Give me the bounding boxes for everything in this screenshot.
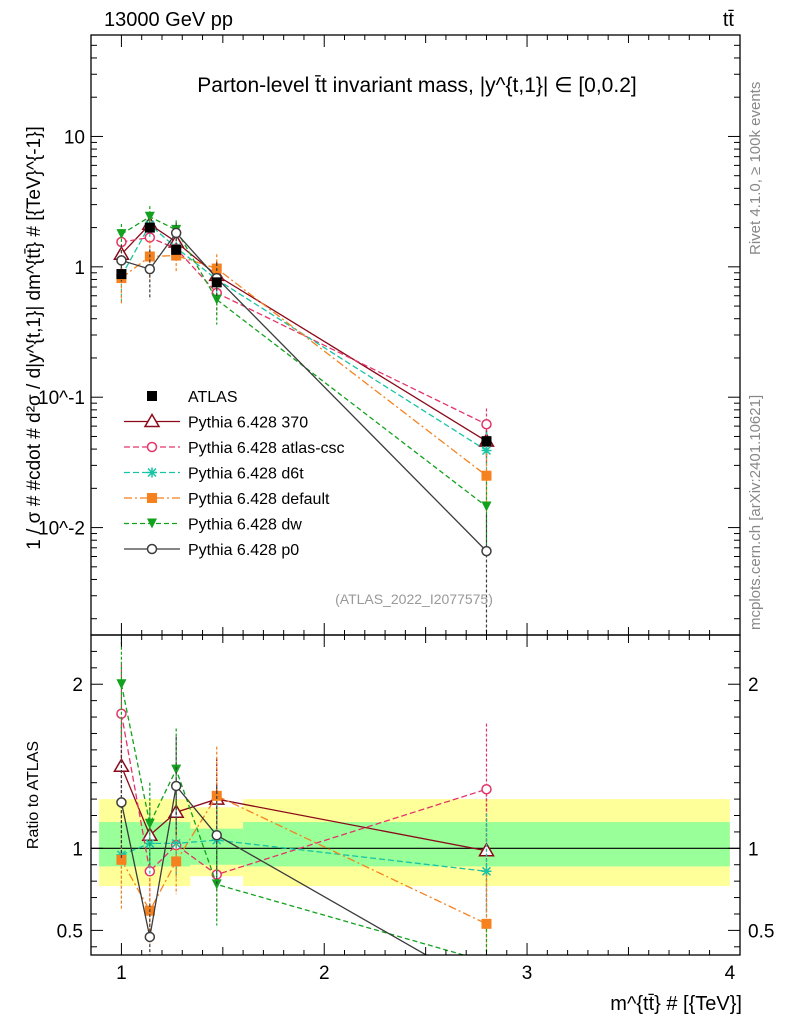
- atlas-data-point: [211, 277, 222, 288]
- ratio-y-tick-label-right: 1: [748, 839, 759, 860]
- mcplots-site-label: mcplots.cern.ch [arXiv:2401.10621]: [747, 395, 764, 630]
- data-point: [170, 227, 182, 239]
- data-point: [171, 250, 182, 261]
- legend-entry: Pythia 6.428 default: [124, 491, 330, 508]
- legend-label: Pythia 6.428 p0: [188, 542, 299, 559]
- x-tick-label: 3: [522, 963, 533, 984]
- ratio-data-point: [211, 879, 222, 890]
- legend-entry: Pythia 6.428 p0: [124, 542, 299, 559]
- y-tick-label: 10^-2: [38, 519, 85, 540]
- ratio-data-point: [481, 866, 492, 877]
- ratio-data-point: [481, 957, 491, 967]
- x-tick-label: 2: [319, 963, 330, 984]
- data-point: [144, 263, 156, 275]
- data-point: [211, 294, 222, 305]
- ratio-data-point: [171, 838, 182, 849]
- y-tick-label: 10^-1: [38, 388, 85, 409]
- x-axis-label: m^{tt̄} # [{TeV}]: [610, 993, 742, 1015]
- ratio-y-tick-label-right: 2: [748, 675, 759, 696]
- ratio-frame: [90, 634, 741, 956]
- legend-label: Pythia 6.428 dw: [188, 517, 302, 534]
- ratio-data-point: [211, 790, 222, 801]
- main-panel: 10^-2 10^-1 1 10 Parton-level t̄t invariant…: [24, 34, 741, 636]
- legend-marker: [146, 543, 158, 555]
- legend-label: ATLAS: [188, 389, 238, 406]
- legend-entry: Pythia 6.428 d6t: [124, 466, 304, 483]
- ratio-data-point: [116, 679, 127, 690]
- legend-label: Pythia 6.428 default: [188, 491, 330, 508]
- data-point: [481, 545, 492, 557]
- y-tick-label: 10: [64, 127, 85, 148]
- ratio-data-point: [116, 797, 127, 808]
- ratio-data-point: [482, 985, 491, 994]
- legend-label: Pythia 6.428 atlas-csc: [188, 440, 345, 457]
- data-point: [481, 419, 492, 430]
- legend-marker: [147, 518, 157, 529]
- series-pythia-6-428-default: [116, 240, 492, 513]
- ratio-series-pythia-6-428-p0: [116, 736, 491, 994]
- header-process-label: tt̄: [723, 9, 735, 31]
- legend: ATLAS Pythia 6.428 370 Pythia 6.428 atlas-…: [124, 389, 345, 559]
- legend-marker: [146, 441, 158, 453]
- atlas-data-point: [171, 244, 182, 255]
- legend-marker: [147, 467, 157, 478]
- ratio-y-tick-label: 2: [72, 675, 83, 696]
- atlas-data-point: [144, 222, 155, 233]
- legend-entry: Pythia 6.428 dw: [124, 517, 302, 534]
- legend-marker: [147, 493, 157, 503]
- atlas-data-point: [116, 269, 127, 280]
- ratio-data-point: [144, 818, 155, 829]
- legend-marker: [147, 391, 157, 401]
- ratio-y-tick-label: 1: [72, 839, 83, 860]
- x-tick-label: 1: [116, 963, 127, 984]
- legend-marker: [143, 413, 161, 428]
- legend-entry: ATLAS: [147, 389, 238, 406]
- ratio-y-axis-label: Ratio to ATLAS: [25, 741, 42, 849]
- ratio-y-tick-label: 0.5: [57, 921, 83, 942]
- ratio-y-tick-label-right: 0.5: [748, 921, 774, 942]
- rivet-version-label: Rivet 4.1.0, ≥ 100k events: [747, 82, 764, 255]
- data-point: [116, 255, 127, 266]
- ratio-panel: 0.5 0.5 1 1 2 2 1 2 3 4 Ratio to ATLAS m^{tt̄} # …: [25, 634, 774, 1015]
- header-energy-label: 13000 GeV pp: [104, 9, 233, 31]
- x-tick-label: 4: [725, 963, 736, 984]
- data-point: [481, 445, 492, 456]
- ratio-data-point: [211, 829, 222, 841]
- atlas-data-point: [481, 436, 492, 447]
- ratio-data-point: [170, 780, 182, 792]
- ratio-data-point: [171, 856, 182, 867]
- y-tick-label: 1: [74, 258, 85, 279]
- ratio-data-point: [481, 918, 492, 929]
- legend-entry: Pythia 6.428 370: [124, 413, 308, 432]
- series-line: [121, 254, 487, 477]
- data-point: [481, 501, 492, 512]
- ratio-data-point: [481, 784, 492, 795]
- legend-label: Pythia 6.428 d6t: [188, 466, 304, 483]
- ratio-data-point: [116, 854, 127, 865]
- main-title: Parton-level t̄t invariant mass, |y^{t,1…: [197, 74, 636, 97]
- legend-entry: Pythia 6.428 atlas-csc: [124, 440, 345, 457]
- data-point: [144, 211, 155, 222]
- analysis-id-label: (ATLAS_2022_I2077575): [335, 591, 493, 607]
- ratio-data-point: [144, 931, 156, 943]
- legend-label: Pythia 6.428 370: [188, 415, 308, 432]
- main-y-axis-label: 1 / σ # #cdot # d²σ / d|y^{t,1}| dm^{tt̄…: [24, 126, 45, 549]
- data-point: [481, 470, 492, 481]
- data-point: [116, 229, 127, 240]
